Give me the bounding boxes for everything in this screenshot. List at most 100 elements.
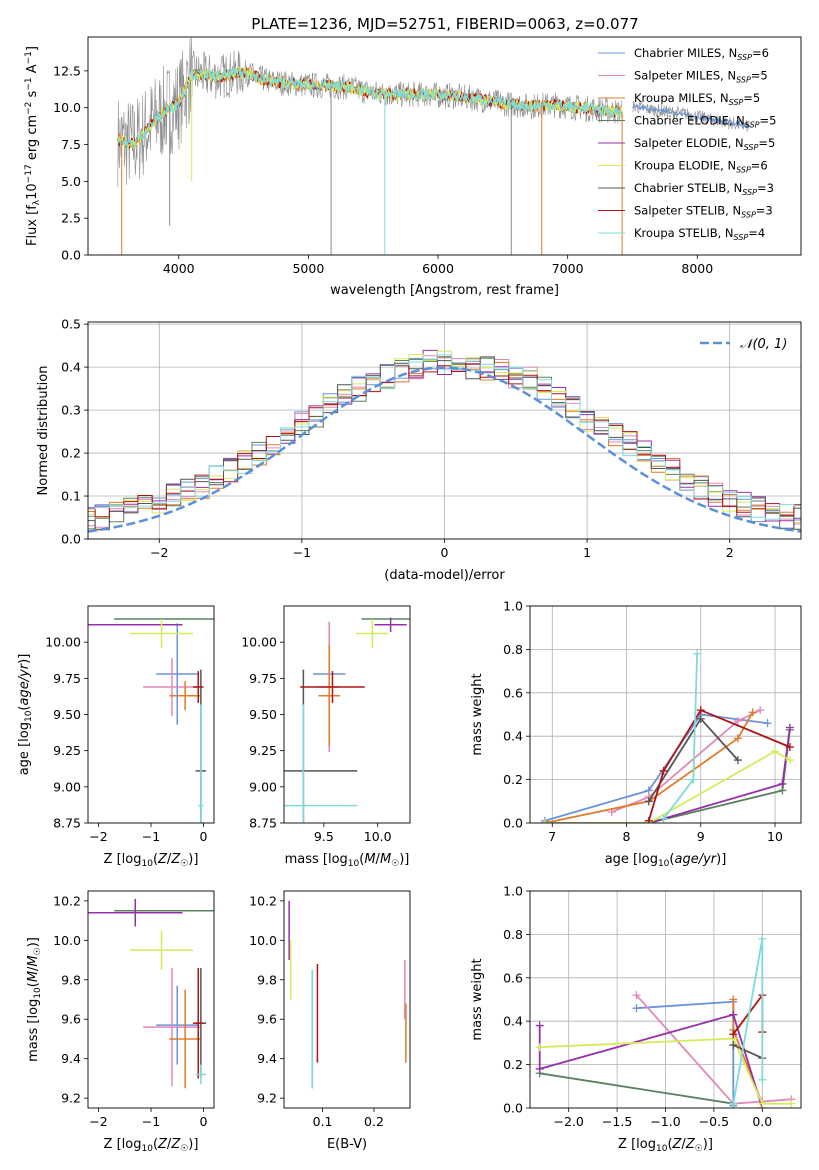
legend-entry: Kroupa STELIB, NSSP=4 xyxy=(634,226,765,242)
errorbar-chabrier_miles xyxy=(156,985,199,1065)
x-tick-label: 8000 xyxy=(681,261,713,276)
legend-entry: Salpeter ELODIE, NSSP=5 xyxy=(634,136,775,152)
y-tick-label: 0.0 xyxy=(503,1101,523,1116)
y-tick-label: 0.2 xyxy=(61,446,81,461)
x-tick-label: −2 xyxy=(89,829,107,844)
panel-residuals: −2 −1 0 1 2 0.0 0.1 0.2 0.3 0.4 0.5 𝒩(0, 1) (data-mo… xyxy=(36,317,802,583)
panel-mass-weight-vs-age: 7 8 9 10 0.0 0.2 0.4 0.6 0.8 1.0 age [log10(age/yr… xyxy=(470,599,802,869)
y-tick-label: 2.5 xyxy=(61,211,81,226)
series-point xyxy=(756,706,765,715)
series-line xyxy=(539,1072,734,1105)
normal-curve xyxy=(88,366,801,533)
x-tick-label: 5000 xyxy=(292,261,324,276)
x-tick-label: −0.5 xyxy=(699,1114,729,1129)
plot-area xyxy=(88,618,214,823)
legend-entry: Chabrier STELIB, NSSP=3 xyxy=(634,181,774,197)
series-point xyxy=(733,734,742,743)
y-tick-label: 9.4 xyxy=(257,1051,277,1066)
y-tick-label: 9.25 xyxy=(249,743,277,758)
series-kroupa_miles xyxy=(540,708,757,823)
x-tick-label: −1.5 xyxy=(602,1114,632,1129)
x-axis-label: E(B-V) xyxy=(327,1137,367,1152)
x-tick-label: 6000 xyxy=(422,261,454,276)
y-tick-label: 0.4 xyxy=(503,1014,523,1029)
x-axis-label: Z [log10(Z/Z☉)] xyxy=(104,1137,199,1154)
series-kroupa_stelib xyxy=(659,649,702,823)
legend-entry: 𝒩(0, 1) xyxy=(740,337,787,352)
y-tick-label: 9.8 xyxy=(257,972,277,987)
errorbar-salpeter_miles xyxy=(143,967,201,1087)
y-axis-label: Normed distribution xyxy=(36,366,51,496)
x-tick-label: 9 xyxy=(697,829,705,844)
errorbar-kroupa_stelib xyxy=(195,1064,207,1085)
y-tick-label: 7.5 xyxy=(61,137,81,152)
y-tick-label: 10.00 xyxy=(45,635,81,650)
series-line xyxy=(544,750,791,823)
x-axis-label: Z [log10(Z/Z☉)] xyxy=(618,1137,713,1154)
errorbar-kroupa_elodie xyxy=(130,619,193,648)
series-line xyxy=(732,1044,763,1059)
series-line xyxy=(544,713,768,822)
x-tick-label: 0 xyxy=(200,1114,208,1129)
figure-title: PLATE=1236, MJD=52751, FIBERID=0063, z=0… xyxy=(251,15,638,33)
series-point xyxy=(787,1099,796,1108)
series-line xyxy=(544,729,791,823)
y-tick-label: 10.0 xyxy=(53,933,81,948)
y-tick-label: 0.6 xyxy=(503,970,523,985)
plot-area xyxy=(88,898,214,1089)
y-axis-label: Flux [fλ10−17 erg cm−2 s−1 A−1] xyxy=(24,46,42,246)
series-point xyxy=(632,991,641,1000)
y-tick-label: 10.00 xyxy=(241,635,277,650)
series-point xyxy=(758,934,767,943)
x-tick-label: 9.5 xyxy=(314,829,334,844)
series-line xyxy=(544,711,754,823)
x-tick-label: 2 xyxy=(726,545,734,560)
errorbar-kroupa_stelib xyxy=(284,704,358,823)
series-point xyxy=(644,816,653,823)
plot-area xyxy=(530,606,801,823)
series-kroupa_stelib xyxy=(729,934,767,1108)
errorbar-chabrier_miles xyxy=(156,623,199,725)
y-tick-label: 12.5 xyxy=(53,63,81,78)
y-tick-label: 0.4 xyxy=(503,729,523,744)
series-line xyxy=(544,727,791,823)
series-point xyxy=(659,766,668,775)
x-tick-label: −1 xyxy=(293,545,311,560)
series-salpeter_elodie xyxy=(535,1010,767,1108)
y-tick-label: 9.2 xyxy=(257,1091,277,1106)
x-tick-label: −2 xyxy=(150,545,168,560)
errorbar-kroupa_miles xyxy=(169,989,201,1089)
panel-age-vs-mass: 9.5 10.0 8.75 9.00 9.25 9.50 9.75 10.00 mass [lo… xyxy=(241,605,411,869)
model-line-red xyxy=(632,103,752,130)
series-chabrier_miles xyxy=(540,710,772,823)
series-point xyxy=(729,1030,738,1039)
x-tick-label: 10.0 xyxy=(364,829,392,844)
series-point xyxy=(729,995,738,1004)
x-tick-label: 0.2 xyxy=(364,1114,384,1129)
histogram-salpeter_elodie xyxy=(88,349,801,522)
axes-frame xyxy=(529,605,802,824)
axes-frame xyxy=(529,890,802,1109)
series-point xyxy=(693,649,702,658)
y-tick-label: 9.50 xyxy=(53,707,81,722)
y-tick-label: 0.0 xyxy=(503,816,523,831)
histogram-kroupa_elodie xyxy=(88,350,801,523)
series-point xyxy=(689,775,698,784)
series-point xyxy=(758,1099,767,1108)
y-tick-label: 8.75 xyxy=(249,816,277,831)
series-point xyxy=(778,779,787,788)
series-point xyxy=(696,706,705,715)
y-axis-label: age [log10(age/yr)] xyxy=(17,654,34,776)
x-axis-label: mass [log10(M/M☉)] xyxy=(285,852,410,869)
panel-mass-vs-Z: −2 −1 0 9.2 9.4 9.6 9.8 10.0 10.2 Z [log10(Z/Z☉)]… xyxy=(26,890,215,1154)
errorbar-salpeter_stelib xyxy=(193,671,204,703)
errorbar-kroupa_stelib xyxy=(198,704,204,823)
plot-area xyxy=(88,322,801,539)
series-line xyxy=(538,1013,764,1108)
series-point xyxy=(644,797,653,806)
y-tick-label: 0.2 xyxy=(503,1057,523,1072)
panel-mass-weight-vs-Z: −2.0 −1.5 −1.0 −0.5 0.0 0.0 0.2 0.4 0.6 0.8 1.0 Z [… xyxy=(470,884,802,1154)
y-tick-label: 9.6 xyxy=(257,1012,277,1027)
y-tick-label: 1.0 xyxy=(503,884,523,899)
